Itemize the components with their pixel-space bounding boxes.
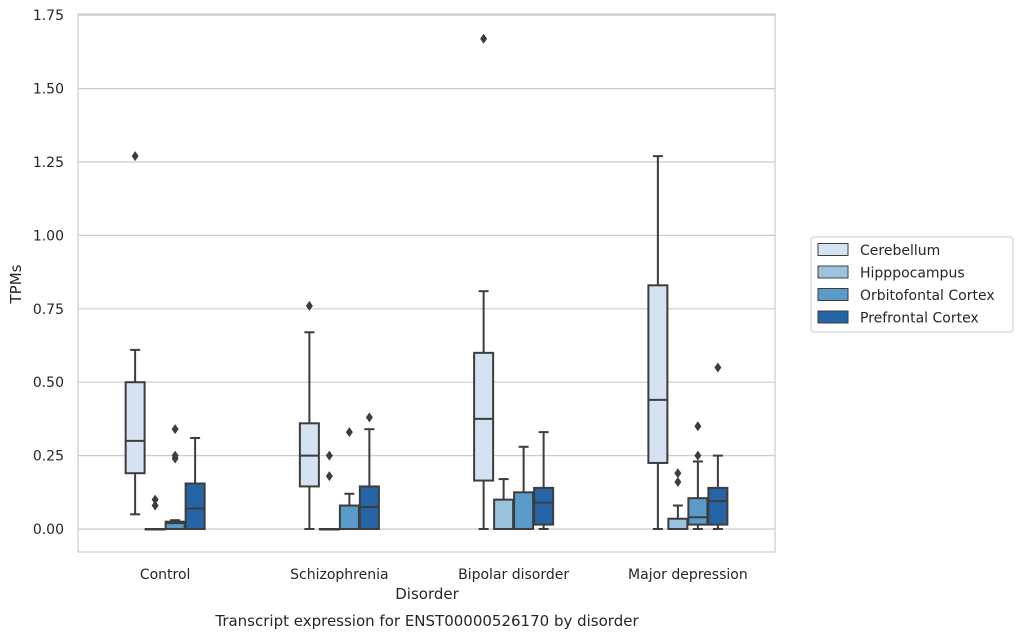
x-tick-label: Control — [140, 567, 191, 583]
box-prefrontal-cortex — [184, 436, 206, 531]
x-axis-title: Disorder — [395, 585, 459, 603]
box-prefrontal-cortex — [707, 362, 729, 530]
box-prefrontal-cortex — [358, 412, 380, 531]
outlier-point — [365, 412, 373, 423]
box-hipppocampus — [318, 450, 340, 531]
box-iqr — [533, 486, 555, 526]
y-axis-title: TPMs — [7, 264, 25, 304]
legend-label: Cerebellum — [860, 243, 940, 259]
y-tick-label: 0.00 — [33, 522, 64, 538]
outlier-point — [674, 477, 682, 488]
y-tick-label: 1.50 — [33, 82, 64, 98]
box-iqr — [707, 486, 729, 526]
box-hipppocampus — [667, 468, 689, 530]
chart-caption: Transcript expression for ENST0000052617… — [214, 612, 639, 630]
box-cerebellum — [124, 151, 146, 516]
outlier-point — [714, 362, 722, 373]
legend-swatch — [817, 288, 849, 301]
box-orbitofontal-cortex — [338, 427, 360, 530]
outlier-point — [674, 468, 682, 479]
outlier-point — [325, 450, 333, 461]
legend-frame — [810, 236, 1014, 333]
box-series — [124, 33, 729, 531]
box-iqr — [513, 491, 535, 530]
x-tick-label: Bipolar disorder — [458, 567, 569, 583]
x-tick-label: Schizophrenia — [290, 567, 388, 583]
legend-swatch — [817, 265, 849, 279]
y-axis-ticks: 0.00 0.25 0.50 0.75 1.00 1.25 1.50 1.75 — [33, 8, 64, 538]
y-tick-label: 0.75 — [33, 302, 64, 318]
outlier-point — [171, 453, 179, 464]
box-cerebellum — [647, 155, 669, 530]
box-iqr — [473, 351, 495, 482]
box-iqr — [493, 498, 515, 531]
outlier-point — [694, 450, 702, 461]
box-iqr — [338, 504, 360, 530]
y-tick-label: 0.50 — [33, 375, 64, 391]
plot-area — [77, 13, 776, 553]
x-tick-label: Major depression — [628, 567, 748, 583]
box-orbitofontal-cortex — [164, 424, 186, 530]
y-tick-label: 1.75 — [33, 8, 64, 24]
box-cerebellum — [473, 33, 495, 530]
legend-label: Orbitofontal Cortex — [860, 288, 995, 304]
box-cerebellum — [298, 300, 320, 530]
box-iqr — [184, 482, 206, 531]
outlier-point — [151, 494, 159, 505]
legend-swatch — [817, 310, 849, 324]
outlier-point — [151, 500, 159, 511]
outlier-point — [345, 427, 353, 438]
legend-swatch — [817, 243, 849, 256]
outlier-point — [325, 471, 333, 482]
outlier-point — [171, 424, 179, 435]
y-tick-label: 0.25 — [33, 449, 64, 465]
box-iqr — [124, 381, 146, 475]
box-prefrontal-cortex — [533, 431, 555, 530]
legend: Cerebellum Hipppocampus Orbitofontal Corte… — [810, 236, 1014, 333]
legend-label: Hipppocampus — [860, 266, 965, 282]
outlier-point — [694, 421, 702, 432]
y-tick-label: 1.25 — [33, 155, 64, 171]
outlier-point — [131, 151, 139, 162]
box-iqr — [667, 517, 689, 530]
x-axis-ticks: Control Schizophrenia Bipolar disorder Majo… — [140, 567, 748, 583]
box-iqr — [647, 284, 669, 464]
legend-label: Prefrontal Cortex — [860, 311, 979, 327]
box-iqr — [687, 497, 709, 526]
y-tick-label: 1.00 — [33, 228, 64, 244]
outlier-point — [480, 33, 488, 44]
outlier-point — [305, 300, 313, 311]
